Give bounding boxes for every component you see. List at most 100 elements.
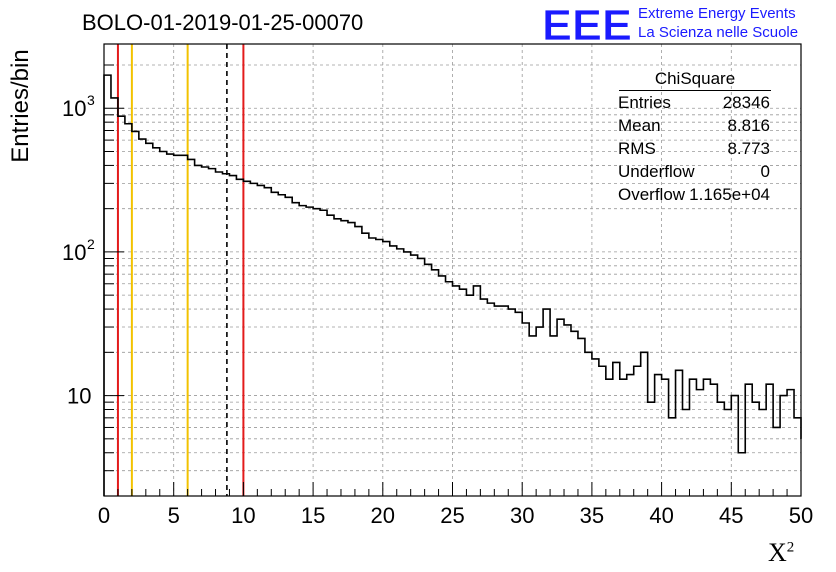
histogram-bin <box>606 379 613 496</box>
histogram-outline <box>103 74 802 496</box>
histogram-bin <box>355 227 362 496</box>
grid-lines <box>104 44 801 496</box>
histogram-bin <box>369 238 376 496</box>
histogram-bin <box>487 303 494 496</box>
histogram-bin <box>459 289 466 496</box>
histogram-bin <box>599 366 606 496</box>
logo-line-1: Extreme Energy Events <box>638 5 796 22</box>
x-tick-label: 0 <box>98 503 110 528</box>
histogram-bin <box>696 390 703 496</box>
chart-title: BOLO-01-2019-01-25-00070 <box>82 10 364 35</box>
eee-logo: EEE <box>542 2 632 44</box>
histogram-bin <box>174 155 181 496</box>
stats-row-mean: Mean 8.816 <box>611 114 779 137</box>
histogram-bin <box>167 154 174 496</box>
histogram-bin <box>257 185 264 496</box>
histogram-bin <box>752 402 759 496</box>
histogram-bin <box>480 299 487 496</box>
x-tick-label: 30 <box>510 503 534 528</box>
stats-value: 28346 <box>722 93 770 112</box>
stats-label: Entries <box>618 93 671 112</box>
stats-value: 1.165e+04 <box>689 185 770 204</box>
stats-label: RMS <box>618 139 656 158</box>
marker-lines <box>116 44 245 496</box>
histogram-bin <box>773 427 780 496</box>
stats-row-rms: RMS 8.773 <box>611 137 779 160</box>
histogram-bin <box>209 169 216 496</box>
histogram-bin <box>703 379 710 496</box>
histogram-bin <box>222 174 229 496</box>
histogram-bin <box>564 325 571 496</box>
histogram-bin <box>787 390 794 496</box>
y-tick-label: 10 <box>67 384 91 409</box>
histogram-bin <box>229 176 236 496</box>
histogram-bin <box>446 282 453 496</box>
histogram-bin <box>731 396 738 496</box>
histogram-bin <box>641 352 648 496</box>
histogram-bin <box>348 223 355 496</box>
histogram-bin <box>794 418 801 496</box>
histogram-bin <box>473 286 480 496</box>
histogram-bin <box>418 258 425 496</box>
histogram-bin <box>432 270 439 496</box>
x-tick-label: 40 <box>649 503 673 528</box>
histogram-bin <box>453 286 460 496</box>
histogram-bin <box>181 155 188 496</box>
x-axis-label: X2 <box>768 538 795 567</box>
y-tick-label: 10 <box>62 96 86 121</box>
x-tick-label: 20 <box>371 503 395 528</box>
histogram-bin <box>683 410 690 496</box>
y-tick-exponent: 2 <box>87 236 95 252</box>
histogram-bin <box>132 131 139 496</box>
histogram-bin <box>515 312 522 496</box>
histogram-bin <box>689 379 696 496</box>
histogram-bin <box>494 306 501 496</box>
histogram-bin <box>411 255 418 496</box>
histogram-bin <box>278 195 285 496</box>
histogram-bin <box>341 221 348 496</box>
histogram-bin <box>724 410 731 496</box>
histogram-bin <box>243 181 250 496</box>
histogram-bin <box>466 295 473 496</box>
histogram-bin <box>439 276 446 496</box>
histogram-bin <box>543 309 550 496</box>
histogram-bin <box>717 402 724 496</box>
logo-line-2: La Scienza nelle Scuole <box>638 24 799 41</box>
histogram-bin <box>383 242 390 496</box>
histogram-bin <box>188 159 195 496</box>
histogram-bin <box>334 219 341 496</box>
histogram-bin <box>118 116 125 496</box>
histogram-bin <box>620 379 627 496</box>
histogram-bin <box>557 319 564 496</box>
histogram-bin <box>669 418 676 496</box>
histogram-bin <box>397 249 404 496</box>
stats-label: Overflow <box>618 185 686 204</box>
histogram-bin <box>390 246 397 496</box>
histogram-bin <box>376 240 383 496</box>
histogram-bin <box>550 336 557 496</box>
histogram-bin <box>578 338 585 496</box>
histogram-bin <box>285 197 292 496</box>
histogram-bin <box>780 396 787 496</box>
histogram-bin <box>627 375 634 496</box>
histogram-bin <box>153 148 160 496</box>
histogram-bin <box>501 306 508 496</box>
stats-label: Underflow <box>618 162 695 181</box>
histogram-bin <box>292 203 299 496</box>
histogram-bin <box>648 402 655 496</box>
histogram-bin <box>264 188 271 496</box>
histogram-bin <box>508 309 515 496</box>
stats-row-overflow: Overflow 1.165e+04 <box>611 183 779 206</box>
y-axis-label: Entries/bin <box>7 49 34 163</box>
histogram-bin <box>271 192 278 496</box>
stats-box: ChiSquare Entries 28346 Mean 8.816 RMS 8… <box>611 67 779 206</box>
histogram-bin <box>327 215 334 496</box>
histogram-bin <box>160 151 167 496</box>
histogram-bin <box>404 252 411 496</box>
x-tick-label: 35 <box>580 503 604 528</box>
histogram-bin <box>585 352 592 496</box>
histogram-bin <box>216 172 223 496</box>
histogram-bin <box>362 233 369 496</box>
